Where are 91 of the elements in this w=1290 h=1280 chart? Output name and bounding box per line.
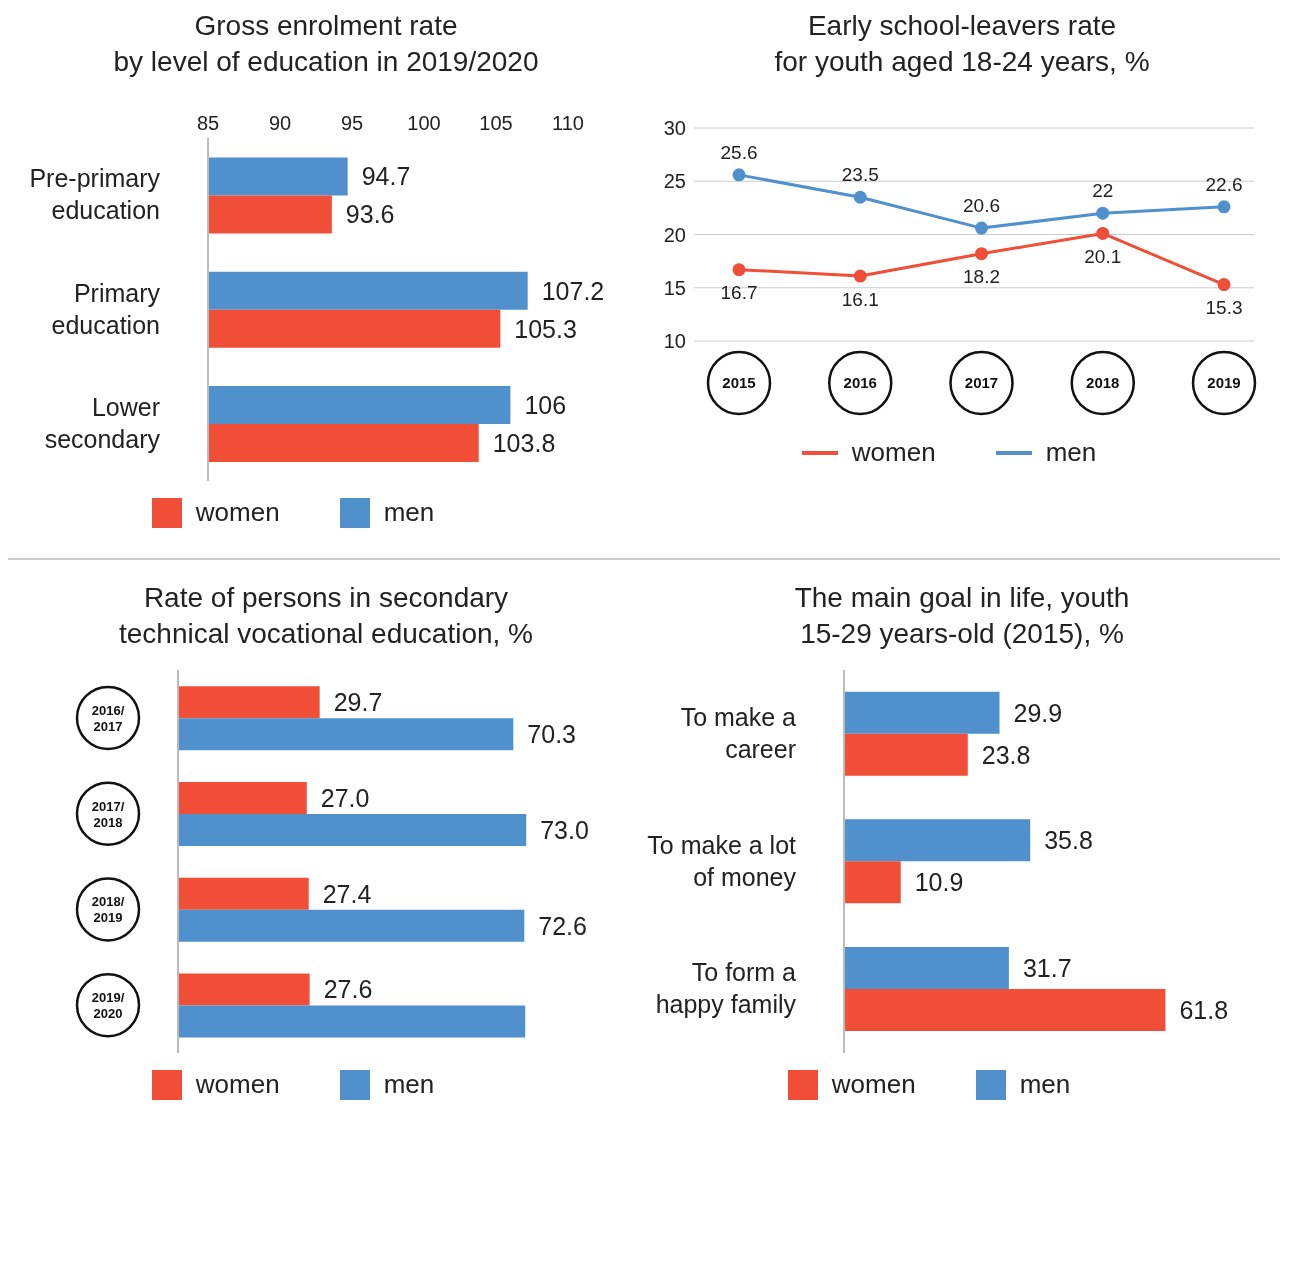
chart-title: The main goal in life, youth 15-29 years-old (2015), % (793, 581, 1131, 651)
data-label: 35.8 (1044, 826, 1093, 855)
bar (178, 686, 320, 719)
bar (178, 814, 527, 847)
y-tick-label: Primary education (51, 278, 161, 339)
x-tick-label: 2016 (843, 374, 877, 391)
chart-title: Gross enrolment rate by level of education in 2019/2020 (112, 9, 540, 79)
point (853, 190, 867, 204)
data-label: 16.1 (841, 288, 879, 310)
data-label: 23.5 (841, 164, 879, 186)
data-label: 103.8 (492, 428, 556, 457)
legend-label: men (383, 497, 435, 528)
data-label: 25.6 (720, 141, 758, 163)
legend-label: women (851, 437, 936, 468)
point (975, 221, 988, 235)
data-label: 15.3 (1205, 297, 1243, 319)
data-label: 10.9 (914, 868, 964, 897)
legend-label: men (1045, 437, 1097, 468)
data-label: 106 (524, 390, 567, 419)
data-label: 22 (1092, 180, 1114, 202)
y-tick-label: 2017/2018 (91, 798, 125, 830)
y-tick-label: 10 (663, 330, 686, 353)
point (732, 168, 746, 182)
x-tick-label: 2019 (1207, 374, 1241, 391)
data-label: 18.2 (963, 266, 1000, 288)
point (732, 263, 746, 277)
x-tick-label: 85 (196, 112, 220, 134)
x-tick-label: 2017 (964, 374, 999, 391)
bar (844, 733, 968, 776)
data-label: 29.9 (1013, 698, 1063, 727)
data-label: 73.0 (540, 815, 589, 844)
data-label: 23.8 (981, 740, 1031, 769)
data-label: 20.1 (1084, 245, 1122, 267)
bar (844, 691, 1000, 734)
y-tick-label: Pre-primary education (29, 164, 161, 225)
bar (178, 973, 310, 1006)
data-label: 27.0 (320, 783, 370, 812)
y-tick-label: 2018/2019 (91, 894, 125, 926)
bar (844, 989, 1166, 1032)
bar (844, 819, 1031, 862)
chart-title: Early school-leavers rate for youth aged 18-24 years, % (773, 9, 1151, 79)
chart-title: Rate of persons in secondary technical vocational education, % (117, 581, 534, 651)
data-label: 16.7 (720, 282, 758, 304)
point (853, 269, 867, 283)
data-label: 70.3 (527, 720, 577, 749)
legend-label: women (195, 1069, 280, 1100)
y-tick-label: 2019/2020 (91, 990, 125, 1022)
data-label: 27.4 (322, 879, 372, 908)
bar (178, 782, 307, 815)
data-label: 20.6 (963, 195, 1000, 217)
x-tick-label: 95 (340, 112, 364, 134)
x-tick-label: 2018 (1086, 374, 1120, 391)
point (1096, 206, 1110, 220)
data-label: 93.6 (345, 200, 395, 229)
x-tick-label: 105 (479, 112, 513, 134)
data-label: 107.2 (541, 276, 605, 305)
bar (178, 1005, 526, 1038)
y-tick-label: 15 (663, 276, 686, 299)
y-tick-label: 30 (663, 117, 686, 140)
x-tick-label: 2015 (722, 374, 756, 391)
point (1217, 200, 1231, 214)
data-label: 61.8 (1179, 995, 1229, 1024)
data-label: 31.7 (1022, 953, 1072, 982)
data-label: 105.3 (514, 314, 577, 343)
legend-label: women (195, 497, 280, 528)
y-tick-label: To form a happy family (655, 958, 797, 1019)
legend-label: men (383, 1069, 435, 1100)
data-label: 27.6 (323, 975, 373, 1004)
point (1096, 226, 1110, 240)
bar (844, 947, 1009, 990)
bar (844, 861, 901, 904)
data-label: 29.7 (333, 688, 383, 717)
data-label: 22.6 (1205, 173, 1243, 195)
point (975, 247, 988, 261)
y-tick-label: To make a career (680, 702, 797, 763)
point (1217, 278, 1231, 292)
bar (178, 877, 309, 910)
legend-label: women (831, 1069, 916, 1100)
data-label: 94.7 (361, 162, 411, 191)
x-tick-label: 100 (407, 112, 441, 134)
bar (178, 718, 514, 751)
x-tick-label: 110 (552, 112, 584, 134)
legend-label: men (1019, 1069, 1071, 1100)
y-tick-label: 20 (663, 223, 686, 246)
y-tick-label: To make a lot of money (647, 830, 797, 891)
x-tick-label: 90 (268, 112, 292, 134)
y-tick-label: 2016/2017 (91, 702, 125, 734)
y-tick-label: Lower secondary (44, 392, 161, 453)
data-label: 72.6 (538, 911, 587, 940)
y-tick-label: 25 (663, 170, 686, 193)
bar (178, 909, 525, 942)
